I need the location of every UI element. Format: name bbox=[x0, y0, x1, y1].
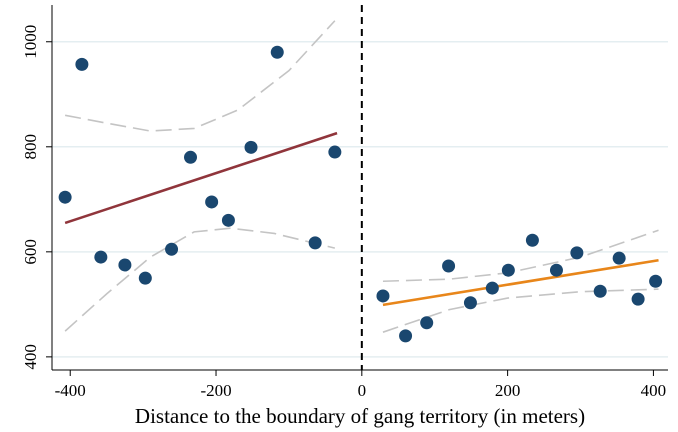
point bbox=[399, 329, 413, 343]
point bbox=[463, 296, 477, 310]
x-tick-label: 200 bbox=[495, 381, 521, 400]
point bbox=[328, 145, 342, 159]
point bbox=[308, 236, 322, 250]
y-tick-label: 800 bbox=[21, 134, 40, 160]
point bbox=[485, 281, 499, 295]
point bbox=[549, 263, 563, 277]
x-tick-label: 400 bbox=[641, 381, 667, 400]
point bbox=[244, 140, 258, 154]
point bbox=[570, 246, 584, 260]
point bbox=[501, 263, 515, 277]
fit-line bbox=[64, 131, 338, 225]
confidence-band bbox=[64, 20, 336, 132]
point bbox=[525, 233, 539, 247]
y-tick-label: 1000 bbox=[21, 25, 40, 59]
point bbox=[138, 271, 152, 285]
point bbox=[221, 213, 235, 227]
point bbox=[376, 289, 390, 303]
point bbox=[94, 250, 108, 264]
point bbox=[75, 57, 89, 71]
point bbox=[270, 45, 284, 59]
point bbox=[165, 242, 179, 256]
x-tick-label: 0 bbox=[358, 381, 367, 400]
y-tick-label: 600 bbox=[21, 239, 40, 265]
point bbox=[184, 150, 198, 164]
point bbox=[58, 190, 72, 204]
confidence-band bbox=[64, 227, 336, 332]
point bbox=[612, 251, 626, 265]
point bbox=[593, 284, 607, 298]
fit-line bbox=[382, 258, 659, 307]
point bbox=[631, 292, 645, 306]
point bbox=[649, 274, 663, 288]
y-tick-label: 400 bbox=[21, 344, 40, 370]
point bbox=[118, 258, 132, 272]
point bbox=[442, 259, 456, 273]
point bbox=[420, 316, 434, 330]
point bbox=[205, 195, 219, 209]
x-tick-label: -200 bbox=[200, 381, 231, 400]
x-axis-label: Distance to the boundary of gang territo… bbox=[135, 404, 585, 428]
x-tick-label: -400 bbox=[55, 381, 86, 400]
